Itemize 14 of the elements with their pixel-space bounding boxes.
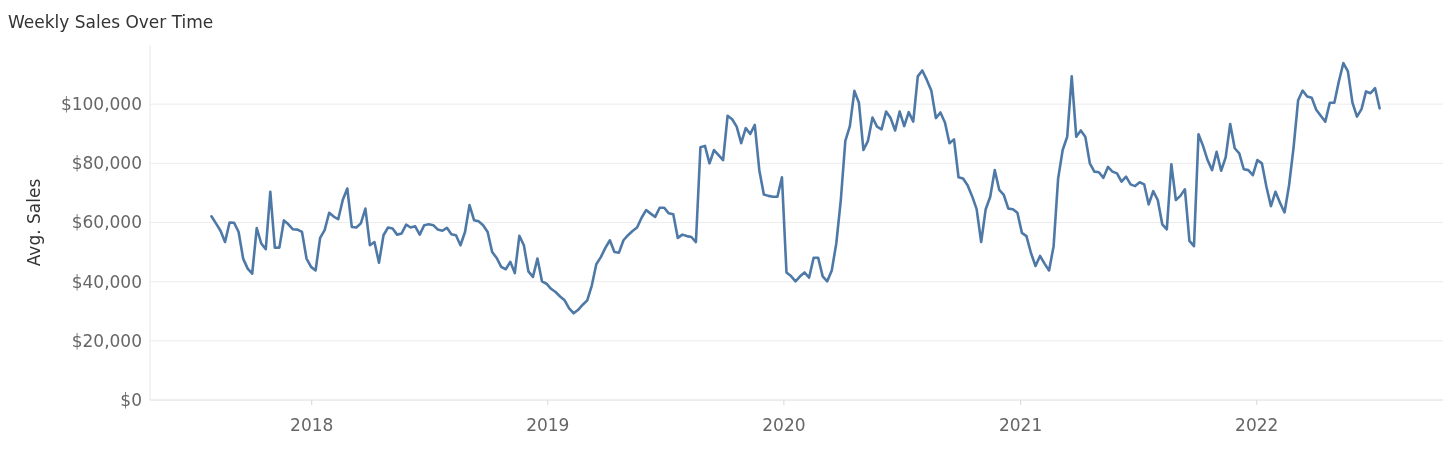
y-tick-label: $20,000: [71, 330, 142, 351]
x-tick-label: 2022: [1235, 415, 1279, 435]
y-tick-label: $0: [120, 389, 142, 410]
x-tick-label: 2019: [526, 415, 570, 435]
x-tick-label: 2020: [762, 415, 806, 435]
x-tick-label: 2018: [290, 415, 334, 435]
y-tick-label: $60,000: [71, 212, 142, 233]
line-series: [210, 61, 1381, 315]
x-tick-label: 2021: [998, 415, 1043, 435]
y-tick-label: $80,000: [71, 153, 142, 174]
y-tick-label: $40,000: [71, 271, 142, 292]
y-axis-title: Avg. Sales: [24, 178, 44, 267]
chart-title: Weekly Sales Over Time: [8, 12, 214, 32]
y-tick-label: $100,000: [60, 94, 142, 115]
